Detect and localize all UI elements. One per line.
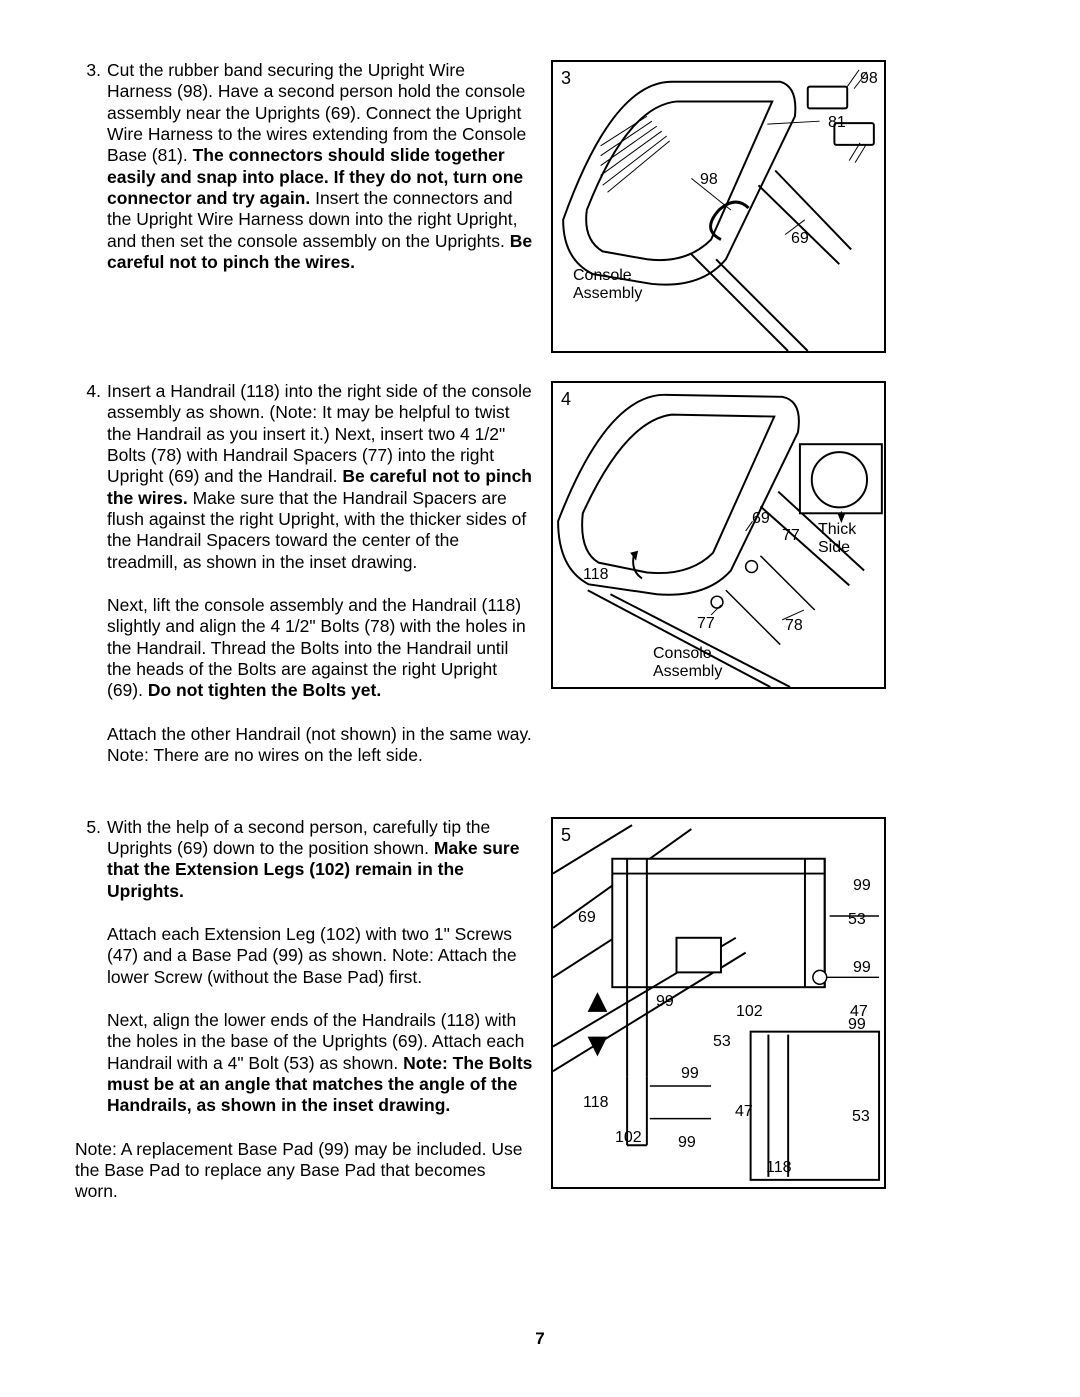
fig5-lbl-2: 53 [848,911,866,929]
fig4-lbl-77b: 77 [697,615,715,633]
page-number: 7 [0,1329,1080,1349]
step-5-para-0: With the help of a second person, carefu… [107,817,533,902]
step-4-row: 4. Insert a Handrail (118) into the righ… [75,381,1005,789]
step-4-text: 4. Insert a Handrail (118) into the righ… [75,381,533,789]
fig5-lbl-15: 118 [766,1159,792,1177]
step-4-para-0: Insert a Handrail (118) into the right s… [107,381,533,573]
figure-4-number: 4 [561,389,571,410]
step-5-para-1: Attach each Extension Leg (102) with two… [107,924,533,988]
fig5-lbl-10: 118 [583,1094,609,1112]
step-5-body: With the help of a second person, carefu… [107,817,533,1225]
step-4-para-1: Next, lift the console assembly and the … [107,595,533,702]
fig3-lbl-98a: 98 [860,70,878,88]
fig3-lbl-98b: 98 [700,171,718,189]
step-4-para-2: Attach the other Handrail (not shown) in… [107,724,533,767]
fig4-lbl-77a: 77 [782,527,800,545]
step-3-row: 3. Cut the rubber band securing the Upri… [75,60,1005,353]
fig5-lbl-0: 99 [853,877,871,895]
fig4-lbl-78: 78 [785,617,803,635]
step-3-text: 3. Cut the rubber band securing the Upri… [75,60,533,295]
figure-5: 5 [551,817,886,1189]
figure-3-svg [553,62,884,351]
fig4-lbl-118: 118 [583,566,609,584]
step-3-body: Cut the rubber band securing the Upright… [107,60,533,295]
figure-3: 3 [551,60,886,353]
step-4-body: Insert a Handrail (118) into the right s… [107,381,533,789]
fig3-lbl-console: ConsoleAssembly [573,267,642,302]
fig5-lbl-7: 53 [713,1033,731,1051]
fig5-lbl-13: 102 [615,1129,642,1147]
fig5-lbl-4: 99 [656,993,674,1011]
fig3-lbl-69: 69 [791,230,809,248]
fig5-lbl-14: 99 [678,1134,696,1152]
step-3-number: 3. [75,60,107,81]
fig5-lbl-9: 99 [681,1065,699,1083]
step-4-number: 4. [75,381,107,402]
fig4-lbl-thick: ThickSide [818,521,856,556]
fig5-lbl-12: 53 [852,1108,870,1126]
fig5-lbl-11: 47 [735,1103,753,1121]
step-5-number: 5. [75,817,107,838]
figure-5-svg [553,819,884,1187]
step-5-para-3: Note: A replacement Base Pad (99) may be… [75,1139,533,1203]
fig4-lbl-69: 69 [752,510,770,528]
fig5-lbl-8: 99 [848,1016,866,1034]
fig5-lbl-3: 99 [853,959,871,977]
figure-4: 4 [551,381,886,689]
step-5-row: 5. With the help of a second person, car… [75,817,1005,1225]
figure-3-number: 3 [561,68,571,89]
figure-5-number: 5 [561,825,571,846]
manual-page: 3. Cut the rubber band securing the Upri… [0,0,1080,1397]
step-5-text: 5. With the help of a second person, car… [75,817,533,1225]
step-3-para-0: Cut the rubber band securing the Upright… [107,60,533,273]
fig5-lbl-1: 69 [578,909,596,927]
fig3-lbl-81: 81 [828,114,846,132]
fig5-lbl-5: 102 [736,1003,763,1021]
step-5-para-2: Next, align the lower ends of the Handra… [107,1010,533,1117]
fig4-lbl-console: ConsoleAssembly [653,645,722,680]
